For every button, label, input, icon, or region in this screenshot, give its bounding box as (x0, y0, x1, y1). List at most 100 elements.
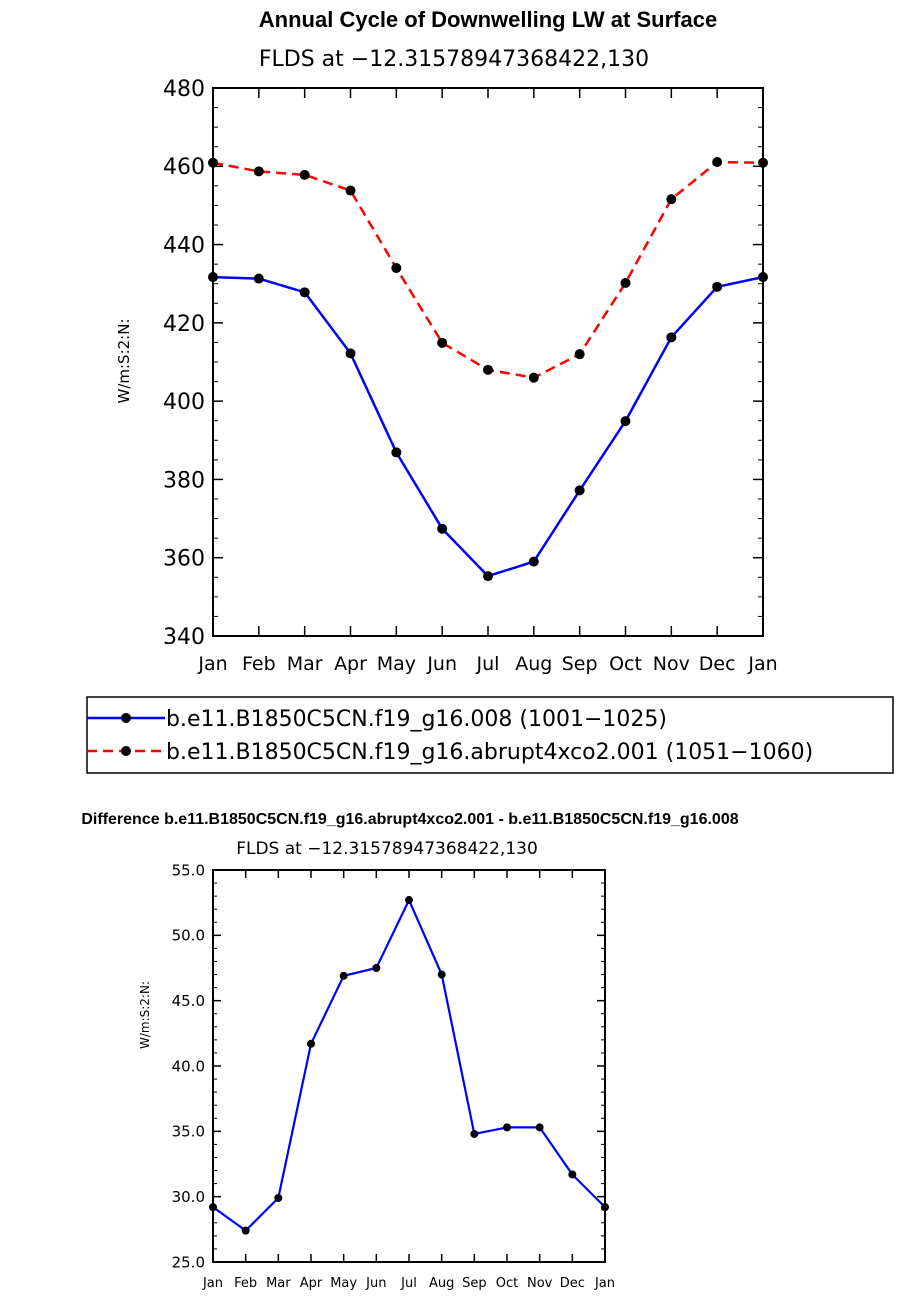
x-tick-label: Sep (562, 653, 598, 675)
x-tick-label: Dec (699, 653, 736, 675)
series-layer (209, 896, 609, 1235)
y-tick-label: 30.0 (172, 1188, 205, 1206)
data-point (535, 1123, 544, 1132)
data-point (209, 1203, 217, 1212)
data-point (274, 1193, 283, 1202)
annual-cycle-chart: Annual Cycle of Downwelling LW at Surfac… (115, 7, 778, 675)
y-tick-label: 35.0 (172, 1123, 205, 1141)
y-axis-label: W/m:S:2:N: (115, 319, 133, 404)
data-point (568, 1170, 577, 1179)
x-tick-label: Feb (242, 653, 276, 675)
x-tick-label: Dec (560, 1276, 585, 1291)
x-tick-label: Jan (747, 653, 777, 675)
x-tick-label: Jul (476, 653, 500, 675)
y-tick-label: 420 (163, 312, 205, 337)
x-tick-label: Jun (365, 1276, 386, 1291)
chart-subtitle: FLDS at −12.31578947368422,130 (236, 839, 538, 859)
series-line (212, 275, 764, 578)
data-point (528, 372, 539, 383)
data-point (437, 337, 448, 348)
data-point (345, 185, 356, 196)
x-tick-label: Oct (609, 653, 642, 675)
x-tick-label: Nov (527, 1276, 553, 1291)
x-tick-labels: Jan Feb Mar Apr May Jun Jul Aug Sep Oct Nov Dec Jan (202, 1276, 615, 1291)
y-tick-label: 25.0 (172, 1253, 205, 1271)
chart-title: Difference b.e11.B1850C5CN.f19_g16.abrup… (81, 811, 738, 828)
y-tick-label: 45.0 (172, 992, 205, 1010)
data-point (574, 349, 585, 360)
data-point (391, 447, 402, 458)
difference-chart: Difference b.e11.B1850C5CN.f19_g16.abrup… (81, 811, 738, 1291)
data-point (620, 277, 631, 288)
data-point (372, 964, 381, 972)
y-tick-label: 340 (163, 625, 205, 650)
data-point (758, 272, 768, 283)
data-point (208, 157, 218, 168)
data-point (405, 896, 413, 905)
data-point (253, 166, 264, 177)
x-tick-label: May (377, 653, 416, 675)
x-tick-label: Aug (429, 1276, 454, 1291)
data-point (601, 1203, 609, 1212)
data-point (437, 970, 446, 979)
y-tick-label: 460 (163, 155, 205, 180)
x-tick-labels: Jan Feb Mar Apr May Jun Jul Aug Sep Oct Nov Dec Jan (197, 653, 777, 675)
y-tick-label: 440 (163, 233, 205, 258)
data-point (758, 157, 768, 168)
legend-label-4xco2: b.e11.B1850C5CN.f19_g16.abrupt4xco2.001 … (166, 740, 813, 765)
x-tick-label: May (330, 1276, 357, 1291)
y-axis-label: W/m:S:2:N: (138, 981, 152, 1049)
chart-subtitle: FLDS at −12.31578947368422,130 (259, 47, 649, 72)
x-tick-label: Sep (462, 1276, 487, 1291)
chart-title: Annual Cycle of Downwelling LW at Surfac… (259, 7, 717, 32)
x-tick-label: Mar (287, 653, 323, 675)
data-point (391, 263, 402, 274)
data-point (620, 416, 631, 427)
data-point (712, 156, 723, 167)
data-point (339, 971, 348, 980)
y-tick-label: 50.0 (172, 927, 205, 945)
data-point (437, 523, 448, 534)
series-line (212, 160, 764, 379)
y-tick-label: 55.0 (172, 861, 205, 879)
data-point (208, 272, 218, 283)
data-point (307, 1039, 315, 1048)
data-point (528, 556, 539, 567)
data-point (483, 571, 493, 582)
y-tick-label: 480 (163, 77, 205, 102)
data-point (503, 1123, 511, 1132)
y-tick-label: 380 (163, 468, 205, 493)
legend-label-control: b.e11.B1850C5CN.f19_g16.008 (1001−1025) (166, 707, 667, 732)
data-point (712, 281, 723, 292)
x-tick-label: Aug (515, 653, 552, 675)
legend-marker-control (121, 713, 131, 723)
y-tick-label: 40.0 (172, 1057, 205, 1075)
data-point (253, 273, 264, 284)
y-tick-label: 400 (163, 390, 205, 415)
x-tick-label: Oct (496, 1276, 518, 1291)
x-tick-label: Apr (334, 653, 367, 675)
axis-ticks (212, 869, 606, 1263)
y-tick-labels: 25.0 30.0 35.0 40.0 45.0 50.0 55.0 (172, 861, 205, 1271)
series-line (212, 898, 606, 1232)
y-tick-label: 360 (163, 547, 205, 572)
plot-frame (212, 87, 764, 637)
data-point (299, 169, 310, 180)
x-tick-label: Jan (202, 1276, 223, 1291)
data-point (666, 332, 677, 343)
x-tick-label: Jun (426, 653, 457, 675)
y-tick-labels: 340 360 380 400 420 440 460 480 (163, 77, 205, 650)
x-tick-label: Apr (300, 1276, 323, 1291)
x-tick-label: Jan (594, 1276, 615, 1291)
axis-ticks (212, 87, 764, 637)
data-point (345, 348, 356, 359)
legend-marker-4xco2 (121, 746, 131, 756)
legend: b.e11.B1850C5CN.f19_g16.008 (1001−1025) … (86, 696, 894, 774)
data-point (666, 194, 677, 205)
data-point (241, 1226, 250, 1235)
legend-box (86, 696, 894, 774)
data-point (299, 287, 310, 298)
x-tick-label: Jan (197, 653, 227, 675)
series-layer (208, 156, 768, 582)
x-tick-label: Jul (400, 1276, 417, 1291)
